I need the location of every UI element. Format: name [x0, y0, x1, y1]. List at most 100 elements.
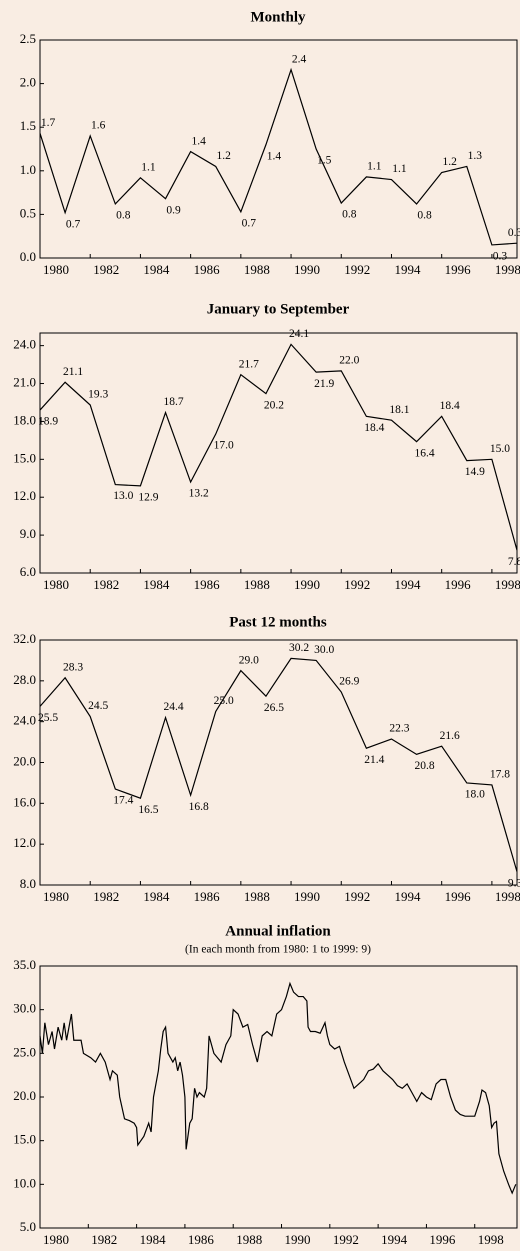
data-label: 2.4 — [292, 53, 307, 65]
data-label: 24.4 — [163, 701, 183, 713]
data-label: 9.3 — [508, 877, 520, 889]
data-label: 30.2 — [289, 642, 309, 654]
data-label: 0.8 — [342, 209, 357, 221]
data-label: 1.4 — [267, 150, 282, 162]
data-label: 16.5 — [138, 804, 158, 816]
y-tick-label: 10.0 — [13, 1175, 36, 1190]
line — [39, 657, 518, 872]
data-label: 1.3 — [468, 150, 483, 162]
y-tick-label: 12.0 — [13, 488, 36, 503]
x-tick-label: 1982 — [93, 577, 119, 592]
data-label: 21.1 — [63, 366, 83, 378]
data-label: 24.5 — [88, 700, 108, 712]
x-tick-label: 1990 — [294, 577, 320, 592]
data-label: 13.0 — [113, 490, 133, 502]
chart-title: Annual inflation — [225, 923, 331, 939]
data-label: 7.8 — [508, 556, 520, 568]
plot-frame — [39, 332, 518, 574]
data-label: 18.4 — [440, 400, 460, 412]
data-label: 30.0 — [314, 644, 334, 656]
y-tick-label: 0.0 — [20, 249, 36, 264]
data-label: 21.4 — [364, 754, 384, 766]
x-tick-label: 1986 — [194, 889, 221, 904]
data-label: 20.8 — [415, 760, 435, 772]
data-label: 1.2 — [217, 150, 232, 162]
line — [39, 67, 518, 246]
data-label: 1.1 — [141, 161, 156, 173]
y-tick-label: 1.5 — [20, 118, 36, 133]
data-label: 17.0 — [214, 440, 234, 452]
x-tick-label: 1988 — [236, 1232, 262, 1247]
x-tick-label: 1984 — [140, 1232, 167, 1247]
y-tick-label: 5.0 — [20, 1219, 36, 1234]
data-label: 18.0 — [465, 789, 485, 801]
chart-subtitle: (In each month from 1980: 1 to 1999: 9) — [185, 944, 371, 956]
x-tick-label: 1986 — [194, 262, 221, 277]
x-tick-label: 1998 — [478, 1232, 504, 1247]
data-label: 12.9 — [138, 491, 158, 503]
y-tick-label: 24.0 — [13, 713, 36, 728]
x-tick-label: 1996 — [445, 577, 472, 592]
data-label: 17.8 — [490, 769, 510, 781]
y-tick-label: 20.0 — [13, 753, 36, 768]
x-tick-label: 1992 — [344, 577, 370, 592]
data-label: 18.9 — [38, 416, 58, 428]
x-tick-label: 1990 — [294, 262, 320, 277]
y-tick-label: 9.0 — [20, 526, 36, 541]
x-tick-label: 1986 — [194, 577, 221, 592]
y-tick-label: 28.0 — [13, 672, 36, 687]
x-tick-label: 1992 — [333, 1232, 359, 1247]
x-tick-label: 1982 — [91, 1232, 117, 1247]
y-tick-label: 0.5 — [20, 205, 36, 220]
data-label: 24.1 — [289, 328, 309, 340]
x-tick-label: 1994 — [381, 1232, 408, 1247]
data-label: 1.4 — [191, 135, 206, 147]
data-label: 14.9 — [465, 466, 485, 478]
data-label: 29.0 — [239, 654, 259, 666]
data-label: 25.0 — [214, 695, 234, 707]
x-tick-label: 1986 — [188, 1232, 215, 1247]
x-tick-label: 1982 — [93, 889, 119, 904]
data-label: 17.4 — [113, 795, 133, 807]
x-tick-label: 1984 — [143, 889, 170, 904]
data-label: 0.8 — [116, 210, 131, 222]
y-tick-label: 21.0 — [13, 375, 36, 390]
data-label: 21.9 — [314, 378, 334, 390]
x-tick-label: 1988 — [244, 889, 270, 904]
x-tick-label: 1994 — [394, 577, 421, 592]
data-label: 1.2 — [442, 156, 457, 168]
y-tick-label: 32.0 — [13, 631, 36, 646]
data-label: 16.8 — [189, 801, 209, 813]
y-tick-label: 12.0 — [13, 835, 36, 850]
data-label: 1.1 — [367, 161, 382, 173]
x-tick-label: 1992 — [344, 262, 370, 277]
data-label: 22.0 — [339, 355, 359, 367]
data-label: 1.7 — [41, 117, 56, 129]
data-label: 15.0 — [490, 443, 510, 455]
data-label: 0.3 — [493, 251, 508, 263]
chart-title: Monthly — [250, 9, 306, 25]
data-label: 19.3 — [88, 389, 108, 401]
x-tick-label: 1998 — [495, 577, 520, 592]
data-label: 0.7 — [242, 217, 257, 229]
x-tick-label: 1980 — [43, 577, 69, 592]
x-tick-label: 1984 — [143, 262, 170, 277]
data-label: 18.4 — [364, 422, 384, 434]
chart-title: January to September — [207, 301, 350, 317]
data-label: 22.3 — [389, 723, 409, 735]
y-tick-label: 2.5 — [20, 31, 36, 46]
plot-frame — [39, 39, 518, 259]
data-label: 18.1 — [389, 404, 409, 416]
data-label: 1.6 — [91, 120, 106, 132]
data-label: 0.7 — [66, 218, 81, 230]
data-label: 25.5 — [38, 712, 58, 724]
data-label: 1.5 — [317, 155, 332, 167]
x-tick-label: 1996 — [445, 889, 472, 904]
y-tick-label: 35.0 — [13, 957, 36, 972]
x-tick-label: 1980 — [43, 262, 69, 277]
data-label: 26.9 — [339, 676, 359, 688]
data-label: 0.9 — [166, 204, 181, 216]
y-tick-label: 18.0 — [13, 412, 36, 427]
x-tick-label: 1990 — [294, 889, 320, 904]
